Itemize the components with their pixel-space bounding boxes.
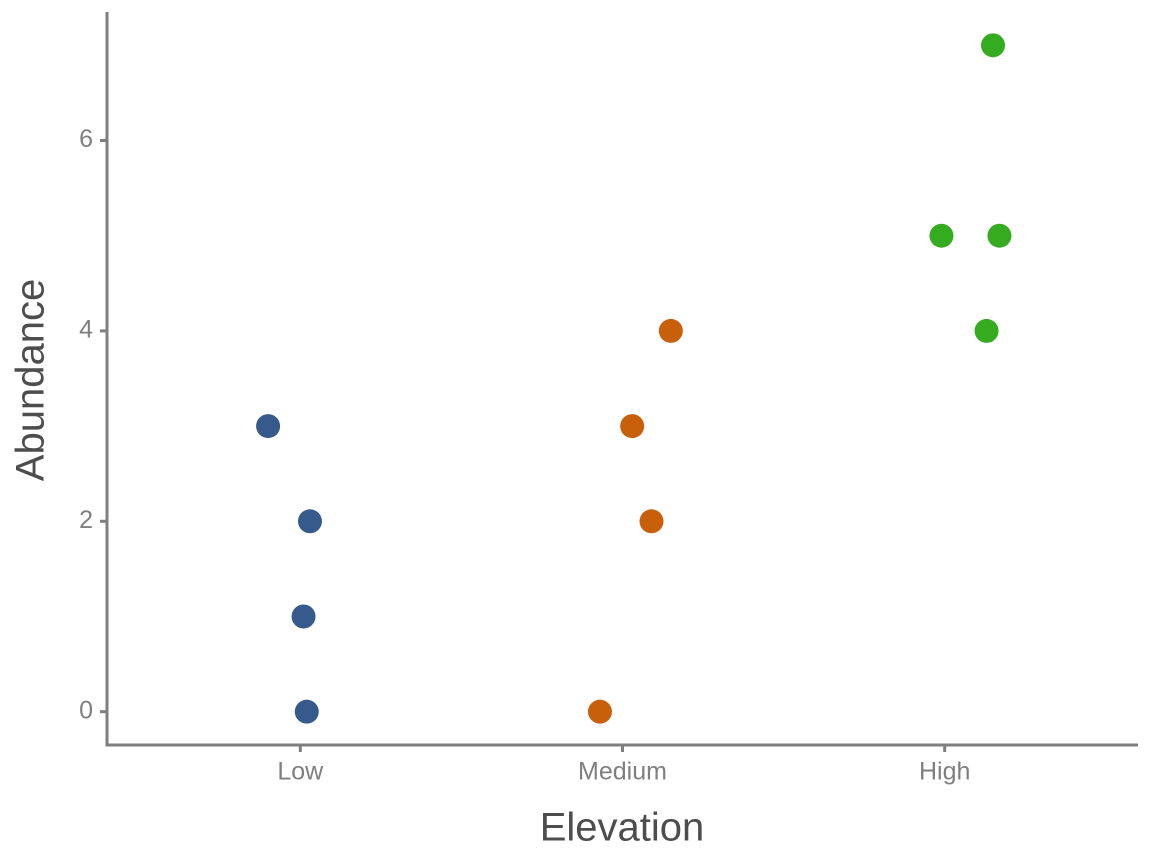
x-tick-label: Medium: [578, 758, 667, 786]
point: [291, 604, 316, 629]
y-tick-label: 4: [79, 316, 93, 344]
point: [256, 414, 281, 439]
y-axis-title: Abundance: [9, 279, 53, 481]
point: [294, 699, 319, 724]
point: [658, 318, 683, 343]
point: [987, 223, 1012, 248]
y-tick-label: 2: [79, 506, 93, 534]
point: [297, 509, 322, 534]
point: [929, 223, 954, 248]
x-tick-label: High: [919, 758, 970, 786]
point: [974, 318, 999, 343]
point: [981, 33, 1006, 58]
y-tick-label: 0: [79, 696, 93, 724]
x-axis-title: Elevation: [540, 806, 705, 850]
y-tick-label: 6: [79, 125, 93, 153]
x-tick-label: Low: [277, 758, 324, 786]
point: [620, 414, 645, 439]
point: [639, 509, 664, 534]
point: [587, 699, 612, 724]
